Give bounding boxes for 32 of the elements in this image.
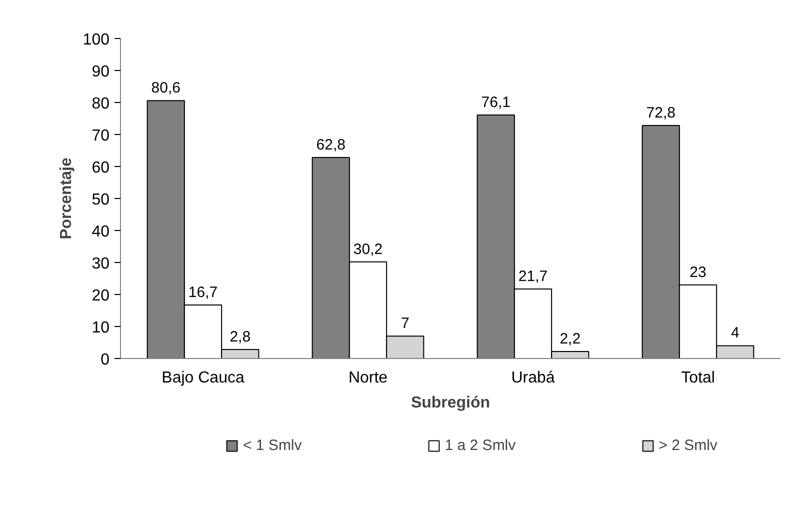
data-label: 4: [730, 324, 740, 342]
y-axis-title: Porcentaje: [58, 157, 75, 240]
y-tick-label: 100: [82, 32, 110, 48]
data-label: 21,7: [518, 268, 548, 286]
y-tick-label: 50: [92, 192, 110, 208]
y-tick-label: 60: [92, 160, 110, 176]
data-label: 30,2: [353, 240, 383, 258]
y-tick-label: 70: [92, 128, 110, 144]
data-label: 2,2: [560, 330, 581, 348]
y-tick-label: 20: [92, 288, 110, 304]
y-tick-label: 10: [92, 320, 110, 336]
legend-label: > 2 Smlv: [658, 437, 718, 454]
y-tick-label: 30: [92, 256, 110, 272]
data-label: 7: [400, 315, 410, 332]
y-tick-label: 0: [100, 352, 110, 368]
x-tick-label: Urabá: [511, 370, 555, 386]
data-label: 16,7: [188, 284, 218, 302]
y-tick-label: 90: [92, 64, 110, 80]
data-label: 80,6: [151, 80, 180, 97]
y-tick-label: 40: [92, 224, 110, 240]
data-label: 62,8: [316, 136, 346, 154]
x-axis-title: Subregión: [410, 394, 490, 412]
data-label: 72,8: [646, 104, 676, 122]
data-label: 2,8: [230, 328, 251, 346]
x-tick-label: Norte: [348, 370, 388, 386]
data-label: 76,1: [481, 94, 510, 111]
legend-label: < 1 Smlv: [243, 437, 302, 454]
y-tick-label: 80: [92, 96, 110, 112]
data-label: 23: [690, 264, 706, 281]
x-tick-label: Bajo Cauca: [162, 370, 244, 386]
x-tick-label: Total: [681, 370, 715, 386]
legend-label: 1 a 2 Smlv: [444, 437, 516, 454]
